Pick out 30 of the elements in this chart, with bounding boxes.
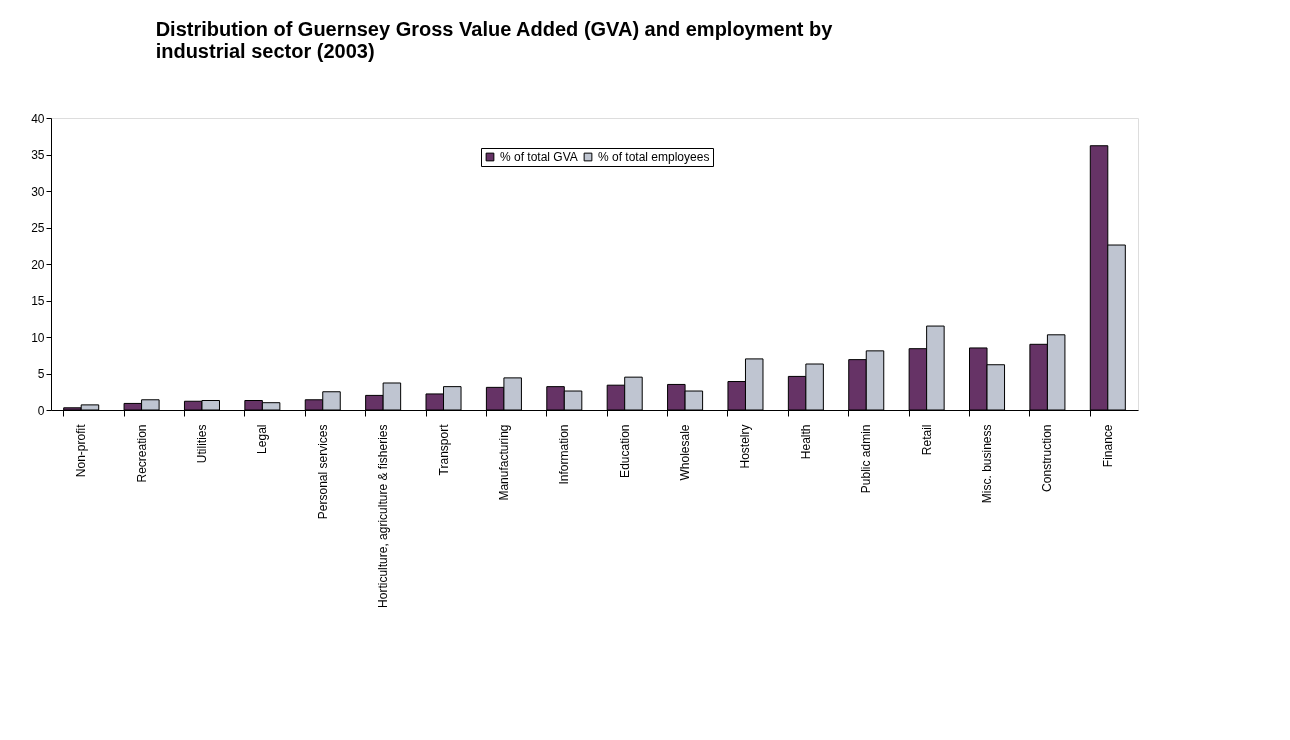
x-tick-label: Misc. business	[980, 424, 995, 504]
y-tick-label: 40	[31, 111, 45, 126]
x-tick-label: Retail	[919, 424, 934, 456]
x-tick-label: Legal	[255, 424, 270, 454]
y-tick-label: 15	[31, 294, 45, 308]
y-tick-label: 35	[31, 148, 45, 162]
x-tick-label: Public admin	[859, 424, 874, 494]
chart-title: Distribution of Guernsey Gross Value Added (GVA) and employment by industrial sector (2003)	[155, 18, 834, 62]
x-tick-label: Health	[798, 424, 813, 460]
x-tick-label: Recreation	[134, 424, 149, 483]
y-tick-label: 0	[37, 403, 45, 418]
y-tick-label: 5	[37, 367, 45, 381]
y-tick-label: 20	[31, 257, 45, 272]
legend-label: % of total GVA	[500, 150, 578, 164]
x-tick-label: Wholesale	[678, 424, 693, 481]
x-tick-label: Information	[557, 424, 572, 485]
x-tick-label: Utilities	[194, 424, 209, 464]
x-tick-label: Education	[617, 424, 632, 478]
x-tick-label: Non-profit	[74, 423, 89, 478]
legend-label: % of total employees	[598, 150, 710, 164]
x-tick-label: Construction	[1040, 424, 1055, 492]
x-tick-label: Transport	[436, 423, 451, 476]
x-tick-label: Horticulture, agriculture & fisheries	[376, 424, 391, 608]
x-tick-label: Hostelry	[738, 424, 753, 469]
y-tick-label: 30	[31, 184, 45, 199]
y-tick-label: 10	[31, 330, 45, 345]
y-tick-label: 25	[31, 221, 45, 235]
x-tick-label: Finance	[1100, 424, 1115, 468]
x-tick-label: Personal services	[315, 424, 330, 520]
x-tick-label: Manufacturing	[496, 424, 511, 501]
